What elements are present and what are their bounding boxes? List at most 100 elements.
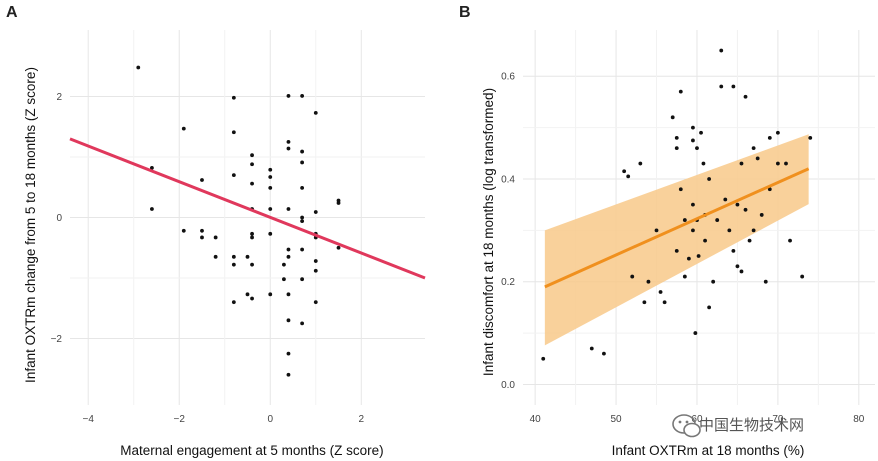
y-tick-label: 2 xyxy=(56,92,62,103)
data-point xyxy=(674,248,679,253)
panel-a: A −4 −2 0 2 −2 0 2 Maternal engagement at 5 mo… xyxy=(6,4,426,458)
data-point xyxy=(674,135,679,140)
data-point xyxy=(268,231,273,236)
data-point xyxy=(282,262,286,267)
data-point xyxy=(723,197,728,202)
data-point xyxy=(622,169,627,174)
data-point xyxy=(719,48,724,53)
data-point xyxy=(300,94,305,98)
data-point xyxy=(808,135,813,140)
data-point xyxy=(250,162,254,167)
data-point xyxy=(313,268,318,273)
panel-a-points xyxy=(136,65,341,377)
data-point xyxy=(286,247,291,252)
data-point xyxy=(245,292,250,297)
data-point xyxy=(286,207,291,211)
data-point xyxy=(763,279,768,284)
x-tick-label: 2 xyxy=(359,414,365,425)
data-point xyxy=(250,181,254,186)
data-point xyxy=(711,279,716,284)
x-tick-label: 60 xyxy=(691,414,703,425)
data-point xyxy=(638,161,643,166)
data-point xyxy=(286,318,291,323)
data-point xyxy=(213,235,218,240)
data-point xyxy=(642,300,647,305)
panel-a-grid xyxy=(70,30,425,405)
data-point xyxy=(678,89,683,94)
data-point xyxy=(759,213,764,217)
data-point xyxy=(286,292,291,297)
watermark-text: 中国生物技术网 xyxy=(699,416,804,434)
data-point xyxy=(589,346,594,351)
regression-line xyxy=(69,137,426,280)
data-point xyxy=(686,256,691,261)
data-point xyxy=(286,94,291,98)
panel-a-ticks: −4 −2 0 2 −2 0 2 xyxy=(51,92,365,425)
data-point xyxy=(719,84,724,89)
data-point xyxy=(695,146,699,151)
data-point xyxy=(541,356,546,361)
data-point xyxy=(739,161,744,166)
x-tick-label: 0 xyxy=(267,414,273,425)
data-point xyxy=(691,228,695,233)
data-point xyxy=(268,207,273,211)
data-point xyxy=(250,262,254,267)
data-point xyxy=(751,228,756,233)
panel-b-confidence-band xyxy=(544,134,809,346)
panel-a-x-axis-title: Maternal engagement at 5 months (Z score… xyxy=(120,443,383,458)
data-point xyxy=(200,235,204,240)
data-point xyxy=(250,296,254,301)
data-point xyxy=(775,161,780,166)
data-point xyxy=(300,321,305,326)
data-point xyxy=(268,185,273,190)
data-point xyxy=(701,161,706,166)
y-tick-label: 0 xyxy=(56,213,62,224)
data-point xyxy=(788,238,792,243)
data-point xyxy=(268,175,273,179)
data-point xyxy=(707,305,712,310)
data-point xyxy=(300,247,305,252)
data-point xyxy=(691,202,695,207)
wechat-logo-icon xyxy=(672,414,701,438)
data-point xyxy=(300,160,305,165)
data-point xyxy=(300,215,305,220)
data-point xyxy=(630,274,635,279)
panel-b-fit xyxy=(544,167,810,289)
y-tick-label: 0.4 xyxy=(501,174,515,185)
data-point xyxy=(313,110,318,115)
y-tick-label: 0.6 xyxy=(501,72,515,83)
data-point xyxy=(784,161,788,166)
y-tick-label: 0.0 xyxy=(501,380,515,391)
x-tick-label: 40 xyxy=(530,414,542,425)
panel-a-y-axis-title: Infant OXTRm change from 5 to 18 months … xyxy=(23,67,38,383)
confidence-band xyxy=(544,134,809,346)
data-point xyxy=(300,219,305,224)
data-point xyxy=(658,290,663,294)
data-point xyxy=(300,185,305,190)
data-point xyxy=(300,149,305,154)
data-point xyxy=(731,84,736,89)
data-point xyxy=(755,156,760,161)
data-point xyxy=(286,254,291,259)
data-point xyxy=(250,153,254,158)
data-point xyxy=(800,274,805,279)
data-point xyxy=(268,167,273,172)
data-point xyxy=(743,94,748,99)
data-point xyxy=(150,166,154,170)
data-point xyxy=(313,300,318,305)
data-point xyxy=(282,277,286,282)
y-tick-label: −2 xyxy=(51,334,63,345)
data-point xyxy=(313,259,318,263)
data-point xyxy=(286,372,291,377)
data-point xyxy=(727,228,732,233)
data-point xyxy=(136,65,141,70)
data-point xyxy=(336,245,341,250)
x-tick-label: 80 xyxy=(853,414,865,425)
data-point xyxy=(313,210,318,214)
data-point xyxy=(268,292,273,297)
y-tick-label: 0.2 xyxy=(501,277,515,288)
regression-line xyxy=(544,167,810,289)
data-point xyxy=(691,125,695,130)
data-point xyxy=(699,130,703,135)
